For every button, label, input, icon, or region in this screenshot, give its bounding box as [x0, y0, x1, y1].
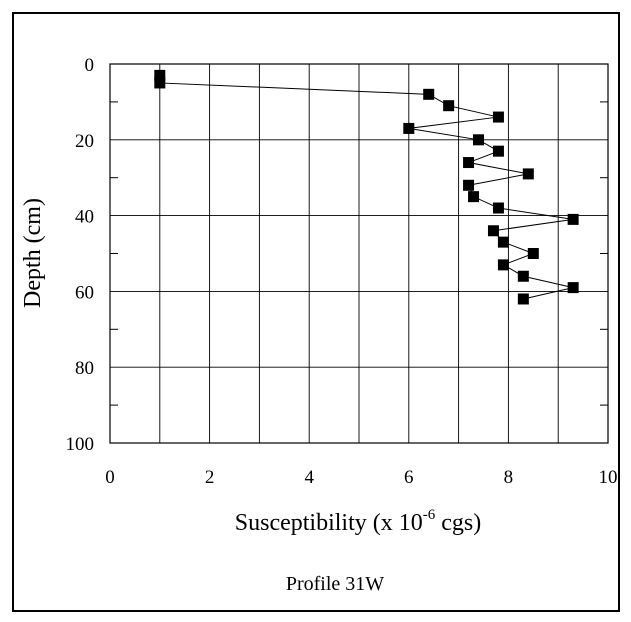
data-point — [492, 202, 504, 214]
x-axis-title: Susceptibility (x 10-6 cgs) — [235, 507, 481, 536]
x-tick-labels: 0 2 4 6 8 10 — [105, 467, 617, 488]
figure-frame — [12, 12, 620, 612]
x-tick-label: 2 — [205, 467, 215, 488]
data-point — [468, 191, 480, 203]
data-point — [492, 145, 504, 157]
data-point — [423, 88, 435, 100]
y-tick-labels: 0 20 40 60 80 100 — [66, 55, 95, 455]
data-point — [463, 157, 475, 169]
grid — [110, 64, 608, 443]
data-point — [567, 282, 579, 294]
series-line — [159, 75, 574, 300]
data-point — [473, 134, 485, 146]
data-point — [567, 213, 579, 225]
x-tick-label: 4 — [304, 467, 314, 488]
data-point — [443, 100, 455, 112]
data-point — [527, 248, 539, 259]
x-tick-label: 8 — [504, 467, 514, 488]
data-series — [154, 69, 579, 305]
y-axis-title: Depth (cm) — [20, 198, 46, 308]
plot-area — [109, 63, 609, 444]
data-point — [154, 77, 166, 89]
data-point — [497, 236, 509, 248]
profile-caption: Profile 31W — [286, 573, 384, 595]
data-point — [497, 259, 509, 271]
y-tick-label: 80 — [75, 358, 94, 379]
axis-ticks — [110, 101, 608, 406]
x-tick-label: 10 — [599, 467, 618, 488]
data-point — [492, 111, 504, 123]
y-tick-label: 60 — [75, 282, 94, 303]
x-axis-title-main: Susceptibility (x 10 — [235, 510, 423, 536]
data-point — [463, 179, 475, 191]
y-tick-label: 40 — [75, 207, 94, 228]
data-point — [403, 122, 415, 134]
data-point — [522, 168, 534, 180]
y-tick-label: 100 — [66, 434, 95, 455]
data-point — [517, 270, 529, 282]
data-point — [487, 225, 499, 237]
data-point — [154, 69, 166, 81]
data-point — [517, 293, 529, 305]
x-axis-title-unit: cgs) — [435, 510, 481, 536]
y-tick-label: 20 — [75, 131, 94, 152]
x-tick-label: 6 — [404, 467, 414, 488]
x-tick-label: 0 — [105, 467, 115, 488]
x-axis-title-exponent: -6 — [423, 507, 436, 523]
y-tick-label: 0 — [85, 55, 95, 76]
